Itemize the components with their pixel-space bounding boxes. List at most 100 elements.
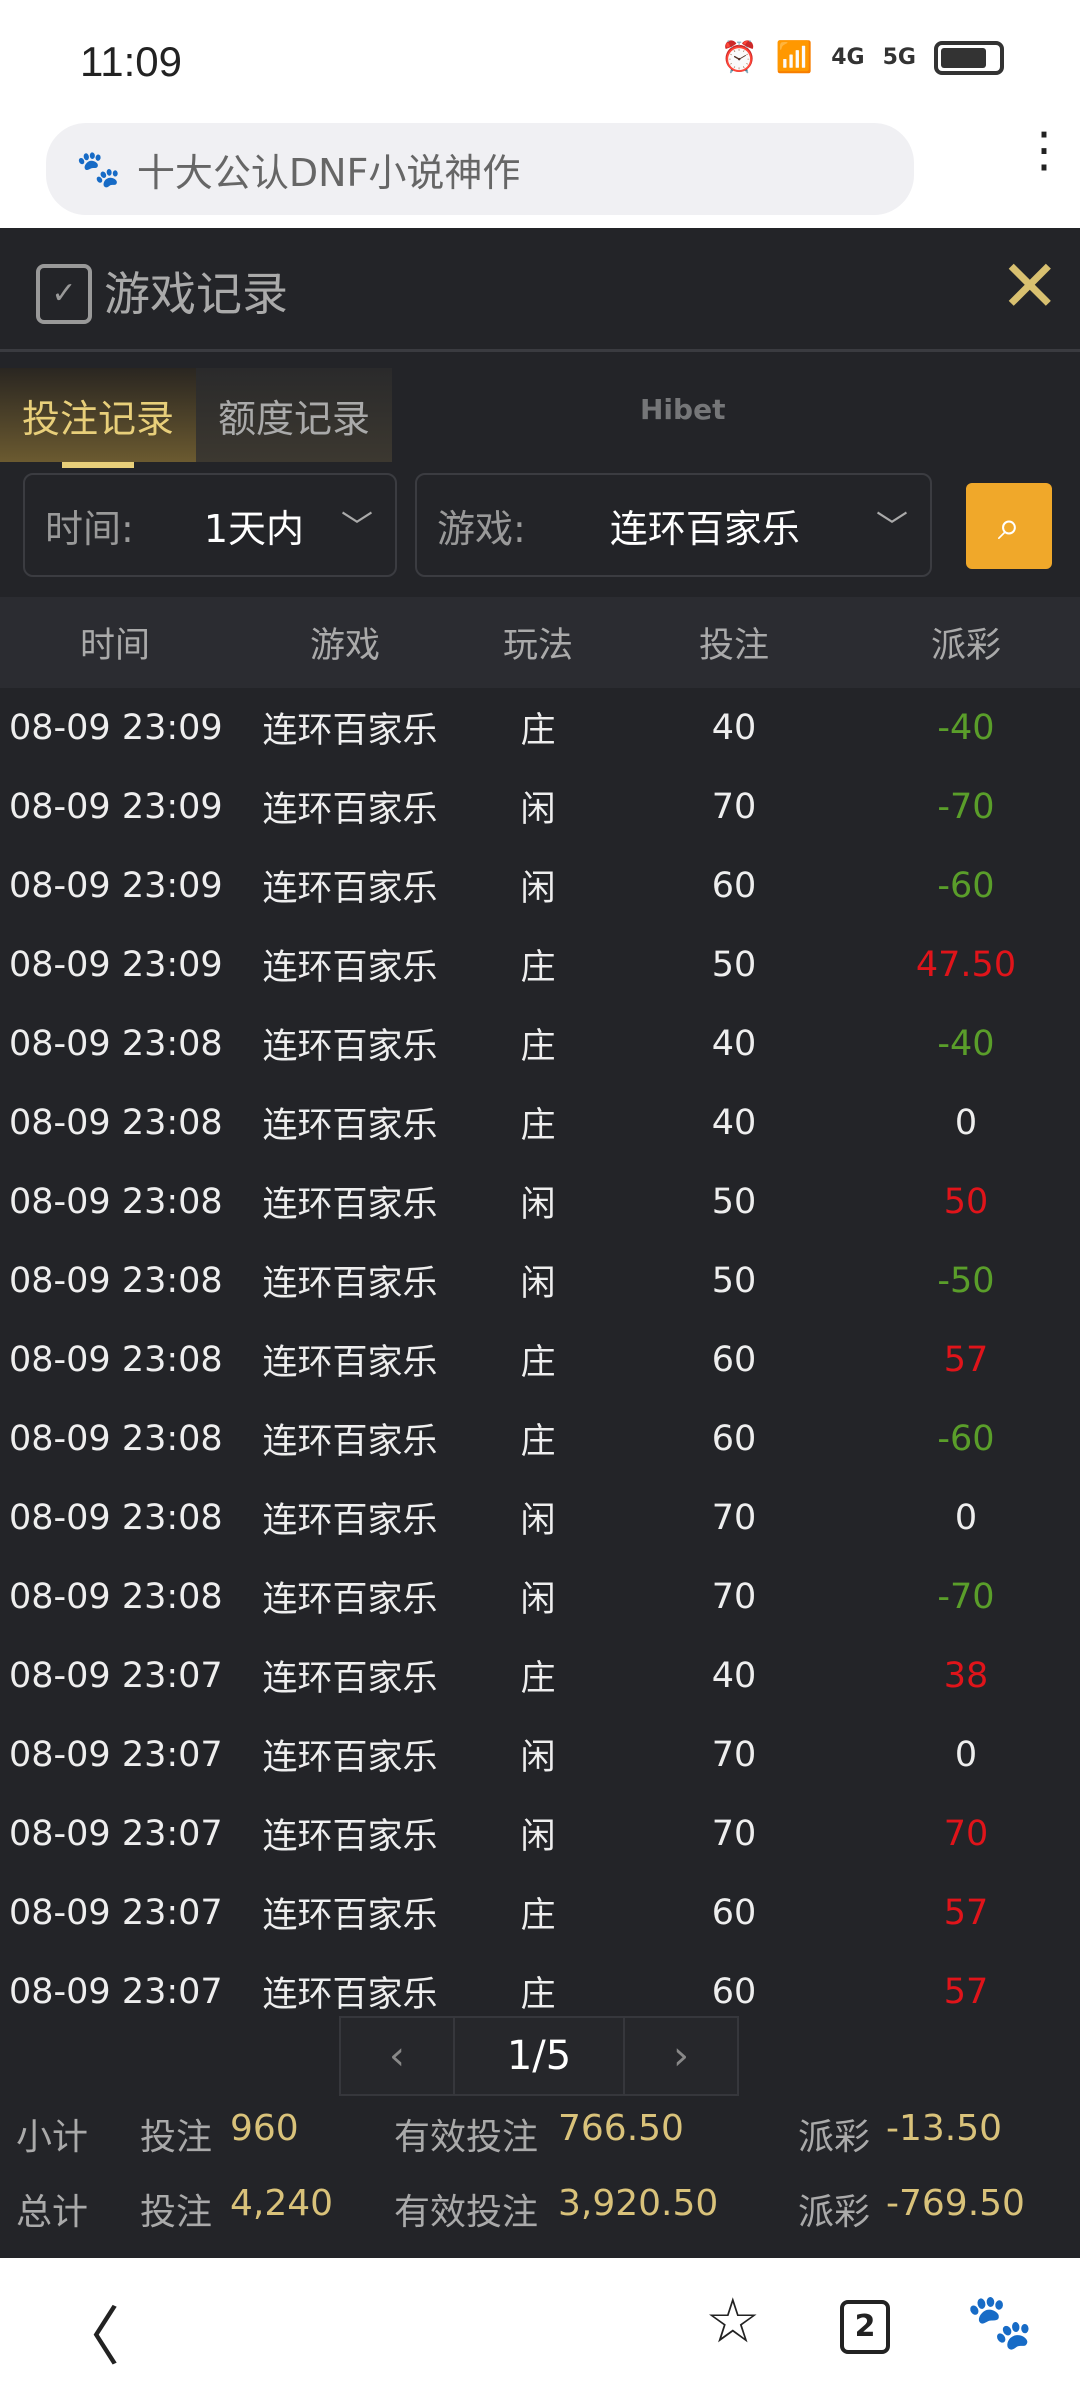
cell-play: 庄 (520, 1106, 556, 1146)
cell-payout: -60 (937, 1418, 995, 1459)
browser-bottom-bar: 〈 ☆ 2 🐾 (0, 2258, 1080, 2388)
cell-bet: 70 (711, 1576, 757, 1617)
total-bet: 4,240 (230, 2183, 334, 2224)
status-bar: 11:09 ⏰ 📶 4G 5G (0, 0, 1080, 123)
col-game: 游戏 (309, 626, 380, 666)
cell-play: 庄 (520, 1659, 556, 1699)
valid-bet-label: 有效投注 (394, 2192, 539, 2233)
cell-bet: 50 (711, 1260, 757, 1301)
cell-time: 08-09 23:09 (9, 707, 223, 748)
signal-4g-icon: 4G (831, 45, 865, 70)
col-bet: 投注 (698, 626, 769, 666)
payout-label: 派彩 (798, 2117, 871, 2158)
chevron-down-icon: ﹀ (340, 508, 373, 546)
table-row: 08-09 23:08 连环百家乐 庄 40 0 (0, 1083, 1080, 1162)
table-row: 08-09 23:08 连环百家乐 闲 70 0 (0, 1478, 1080, 1557)
cell-play: 庄 (520, 1343, 556, 1383)
table-row: 08-09 23:08 连环百家乐 庄 60 -60 (0, 1399, 1080, 1478)
cell-bet: 70 (711, 1497, 757, 1538)
payout-label: 派彩 (798, 2192, 871, 2233)
cell-time: 08-09 23:07 (9, 1971, 223, 2012)
cell-play: 庄 (520, 711, 556, 751)
cell-bet: 40 (711, 1655, 757, 1696)
cell-play: 闲 (520, 1501, 556, 1541)
cell-payout: 57 (943, 1892, 989, 1933)
cell-game: 连环百家乐 (262, 1422, 438, 1462)
cell-game: 连环百家乐 (262, 1264, 438, 1304)
search-icon: ⌕ (997, 503, 1021, 549)
clipboard-check-icon: ✓ (36, 264, 92, 324)
cell-bet: 40 (711, 1102, 757, 1143)
table-row: 08-09 23:07 连环百家乐 庄 60 57 (0, 1873, 1080, 1952)
records-table: 08-09 23:09 连环百家乐庄 40 -40 08-09 23:09 连环百家乐闲 7… (0, 688, 1080, 2031)
cell-time: 08-09 23:07 (9, 1655, 223, 1696)
cell-payout: 0 (954, 1102, 978, 1143)
alarm-icon: ⏰ (720, 40, 758, 75)
prev-page-button[interactable]: ‹ (341, 2018, 453, 2094)
tab-credit-records[interactable]: 额度记录 (196, 368, 392, 462)
search-button[interactable]: ⌕ (966, 483, 1052, 569)
cell-payout: -40 (937, 707, 995, 748)
cell-game: 连环百家乐 (262, 1975, 438, 2015)
bet-label: 投注 (140, 2117, 213, 2158)
more-menu-icon[interactable]: ⋮ (1020, 122, 1068, 178)
cell-bet: 60 (711, 1339, 757, 1380)
cell-bet: 40 (711, 1023, 757, 1064)
cell-game: 连环百家乐 (262, 948, 438, 988)
time-filter-select[interactable]: 时间: 1天内 ﹀ (23, 473, 397, 577)
table-row: 08-09 23:08 连环百家乐 庄 40 -40 (0, 1004, 1080, 1083)
cell-time: 08-09 23:08 (9, 1339, 223, 1380)
cell-time: 08-09 23:08 (9, 1497, 223, 1538)
cell-play: 闲 (520, 1738, 556, 1778)
cell-play: 闲 (520, 790, 556, 830)
bet-label: 投注 (140, 2192, 213, 2233)
baidu-paw-icon: 🐾 (76, 149, 121, 190)
cell-payout: 57 (943, 1339, 989, 1380)
cell-play: 庄 (520, 1422, 556, 1462)
cell-play: 闲 (520, 869, 556, 909)
cell-payout: -50 (937, 1260, 995, 1301)
close-icon[interactable]: ✕ (999, 244, 1060, 328)
cell-play: 闲 (520, 1580, 556, 1620)
cell-game: 连环百家乐 (262, 790, 438, 830)
game-record-panel: ✓ 游戏记录 ✕ 投注记录 额度记录 Hibet 时间: 1天内 ﹀ 游戏: 连… (0, 228, 1080, 2258)
cell-time: 08-09 23:07 (9, 1734, 223, 1775)
cell-payout: 70 (943, 1813, 989, 1854)
cell-game: 连环百家乐 (262, 711, 438, 751)
subtotal-bet: 960 (230, 2108, 299, 2149)
cell-payout: -40 (937, 1023, 995, 1064)
cell-time: 08-09 23:08 (9, 1181, 223, 1222)
game-filter-select[interactable]: 游戏: 连环百家乐 ﹀ (415, 473, 932, 577)
address-bar[interactable]: 🐾 十大公认DNF小说神作 (46, 123, 914, 215)
cell-game: 连环百家乐 (262, 1738, 438, 1778)
total-valid: 3,920.50 (558, 2183, 719, 2224)
tabs-count-button[interactable]: 2 (840, 2300, 890, 2354)
cell-payout: 47.50 (915, 944, 1017, 985)
tab-bet-records[interactable]: 投注记录 (0, 368, 196, 468)
time-filter-value: 1天内 (203, 506, 304, 551)
cell-time: 08-09 23:08 (9, 1576, 223, 1617)
next-page-button[interactable]: › (625, 2018, 737, 2094)
table-row: 08-09 23:07 连环百家乐 庄 40 38 (0, 1636, 1080, 1715)
cell-bet: 60 (711, 1418, 757, 1459)
baidu-paw-icon[interactable]: 🐾 (966, 2290, 1034, 2353)
cell-game: 连环百家乐 (262, 1501, 438, 1541)
table-row: 08-09 23:09 连环百家乐 庄 50 47.50 (0, 925, 1080, 1004)
page-indicator: 1/5 (453, 2018, 625, 2094)
cell-game: 连环百家乐 (262, 1185, 438, 1225)
cell-game: 连环百家乐 (262, 1580, 438, 1620)
table-row: 08-09 23:09 连环百家乐 闲 70 -70 (0, 767, 1080, 846)
total-label: 总计 (16, 2192, 89, 2233)
cell-game: 连环百家乐 (262, 1027, 438, 1067)
back-icon[interactable]: 〈 (56, 2301, 120, 2375)
cell-bet: 70 (711, 1734, 757, 1775)
cell-payout: 0 (954, 1497, 978, 1538)
cell-payout: -70 (937, 786, 995, 827)
clock: 11:09 (80, 38, 182, 85)
star-icon[interactable]: ☆ (705, 2284, 761, 2357)
table-header: 时间 游戏 玩法 投注 派彩 (0, 597, 1080, 688)
table-row: 08-09 23:08 连环百家乐 闲 50 -50 (0, 1241, 1080, 1320)
battery-icon (934, 40, 1004, 75)
pagination: ‹ 1/5 › (339, 2016, 739, 2096)
cell-bet: 60 (711, 1892, 757, 1933)
